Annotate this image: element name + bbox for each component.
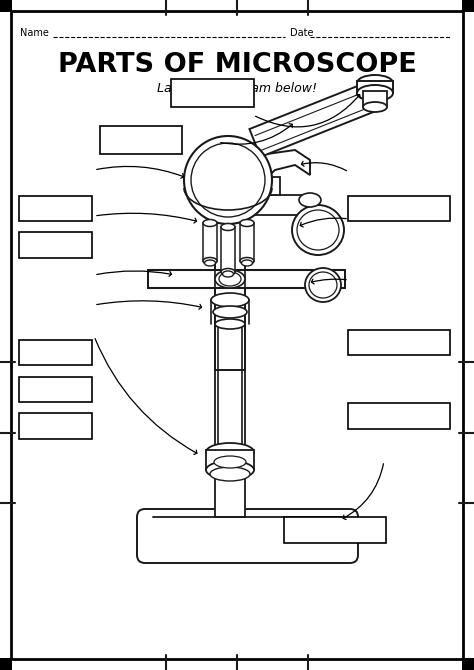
Bar bbox=[171, 79, 254, 107]
Bar bbox=[19, 196, 92, 221]
Bar bbox=[348, 403, 450, 429]
Polygon shape bbox=[148, 270, 345, 288]
Text: Label the diagram below!: Label the diagram below! bbox=[157, 82, 317, 94]
Bar bbox=[0, 658, 12, 670]
Bar bbox=[19, 413, 92, 439]
Bar bbox=[357, 81, 393, 93]
Ellipse shape bbox=[297, 210, 339, 250]
Ellipse shape bbox=[210, 467, 250, 481]
Bar bbox=[0, 0, 12, 12]
Bar bbox=[19, 377, 92, 402]
Bar bbox=[215, 195, 310, 215]
Bar bbox=[240, 223, 254, 261]
Bar bbox=[348, 196, 450, 221]
Bar bbox=[363, 91, 387, 107]
Bar bbox=[462, 0, 474, 12]
Ellipse shape bbox=[211, 293, 249, 307]
Ellipse shape bbox=[299, 193, 321, 207]
Ellipse shape bbox=[204, 260, 216, 266]
Bar bbox=[100, 126, 182, 154]
Ellipse shape bbox=[215, 319, 245, 329]
Ellipse shape bbox=[206, 443, 254, 461]
Text: PARTS OF MICROSCOPE: PARTS OF MICROSCOPE bbox=[58, 52, 416, 78]
Bar bbox=[206, 450, 254, 470]
Ellipse shape bbox=[363, 102, 387, 112]
Bar bbox=[19, 340, 92, 365]
Ellipse shape bbox=[219, 272, 241, 286]
Text: Date: Date bbox=[290, 28, 313, 38]
Text: Name: Name bbox=[20, 28, 49, 38]
Ellipse shape bbox=[241, 260, 253, 266]
Ellipse shape bbox=[213, 306, 247, 318]
Ellipse shape bbox=[305, 268, 341, 302]
Bar bbox=[221, 227, 235, 272]
Bar bbox=[203, 223, 217, 261]
Ellipse shape bbox=[309, 272, 337, 298]
Bar bbox=[19, 232, 92, 258]
Bar bbox=[348, 330, 450, 355]
Ellipse shape bbox=[203, 257, 217, 265]
Ellipse shape bbox=[240, 220, 254, 226]
Ellipse shape bbox=[240, 257, 254, 265]
Bar bbox=[240, 177, 280, 195]
Ellipse shape bbox=[221, 269, 235, 275]
Ellipse shape bbox=[184, 136, 272, 224]
Ellipse shape bbox=[221, 224, 235, 230]
Ellipse shape bbox=[222, 271, 234, 277]
Ellipse shape bbox=[191, 143, 265, 217]
Bar bbox=[284, 517, 386, 543]
FancyBboxPatch shape bbox=[137, 509, 358, 563]
Polygon shape bbox=[215, 150, 310, 370]
Ellipse shape bbox=[203, 220, 217, 226]
Ellipse shape bbox=[215, 270, 245, 288]
Ellipse shape bbox=[214, 456, 246, 468]
Polygon shape bbox=[249, 84, 374, 157]
Polygon shape bbox=[215, 370, 245, 517]
Ellipse shape bbox=[357, 75, 393, 91]
Ellipse shape bbox=[357, 85, 393, 101]
Ellipse shape bbox=[292, 205, 344, 255]
Bar bbox=[462, 658, 474, 670]
Ellipse shape bbox=[206, 461, 254, 479]
